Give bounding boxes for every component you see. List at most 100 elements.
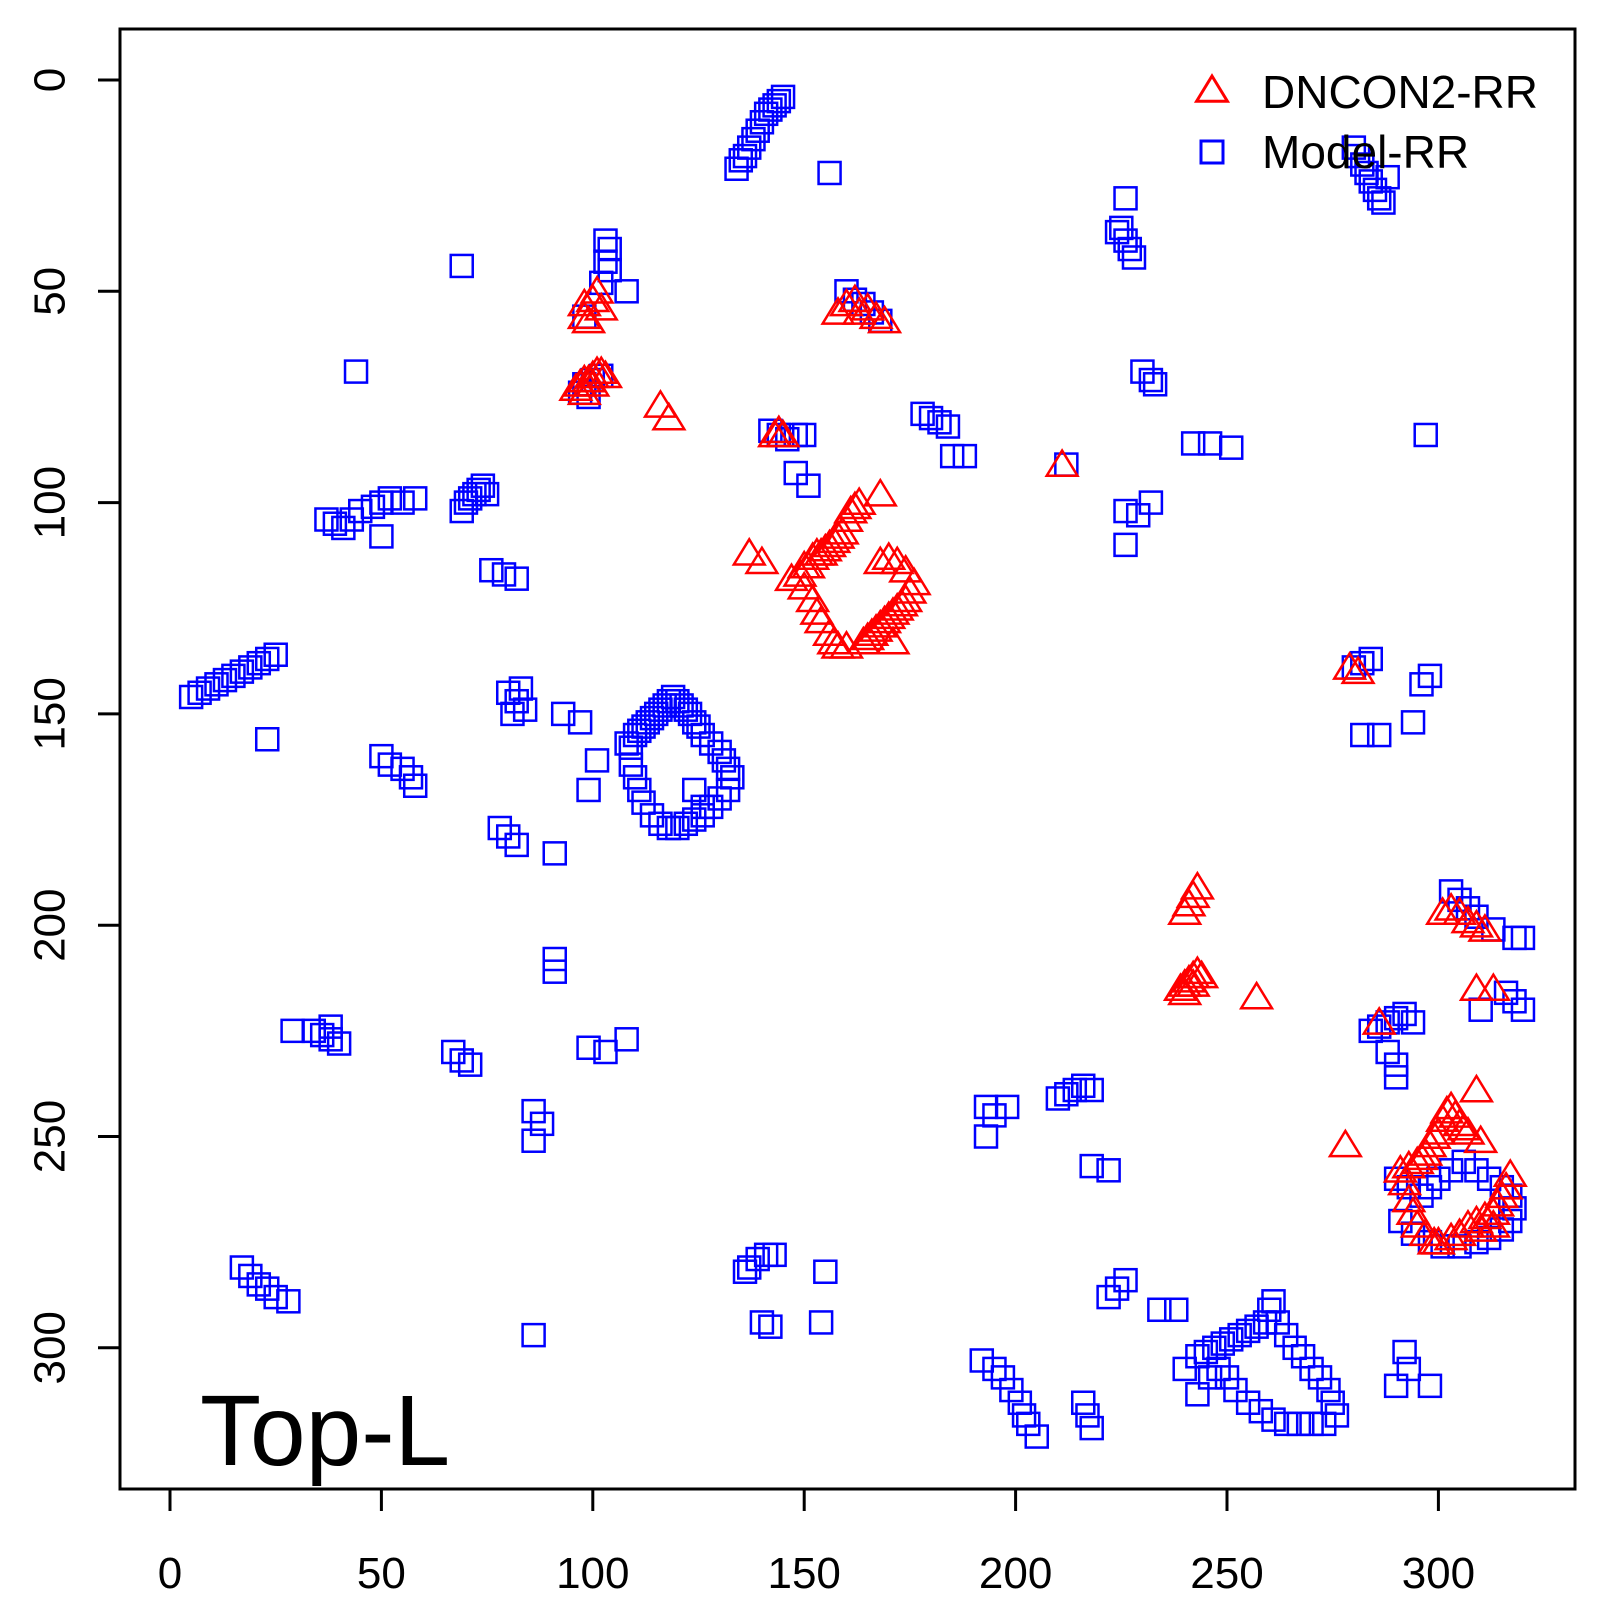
point-model-rr-191 — [229, 1255, 255, 1280]
point-model-rr-229 — [1227, 1322, 1252, 1348]
point-model-rr-80 — [390, 490, 415, 515]
point-model-rr-186 — [1062, 1077, 1088, 1103]
x-tick-label-50: 50 — [357, 1549, 406, 1598]
point-dncon2-rr-64 — [879, 591, 915, 621]
point-model-rr-144 — [648, 811, 673, 837]
point-dncon2-rr-82 — [1171, 963, 1207, 993]
point-model-rr-185 — [1054, 1081, 1079, 1107]
point-dncon2-rr-113 — [1450, 1115, 1486, 1145]
point-model-rr-227 — [1210, 1331, 1236, 1356]
point-dncon2-rr-73 — [875, 625, 911, 655]
x-tick-label-100: 100 — [556, 1549, 629, 1598]
point-model-rr-52 — [927, 410, 952, 435]
point-model-rr-292 — [1426, 1166, 1451, 1192]
point-model-rr-86 — [462, 481, 487, 507]
point-model-rr-206 — [808, 1310, 834, 1335]
point-dncon2-rr-26 — [866, 304, 903, 334]
point-dncon2-rr-94 — [1425, 896, 1461, 925]
y-tick-label-100: 100 — [26, 466, 75, 539]
point-model-rr-160 — [495, 824, 521, 849]
y-tick-label-0: 0 — [26, 68, 75, 92]
point-dncon2-rr-25 — [858, 300, 894, 330]
point-dncon2-rr-89 — [1433, 891, 1469, 921]
point-model-rr-114 — [622, 722, 648, 748]
point-model-rr-295 — [1464, 1158, 1489, 1183]
point-model-rr-159 — [487, 815, 513, 841]
plot-frame — [118, 27, 1577, 1491]
point-model-rr-222 — [1079, 1415, 1104, 1441]
legend-marker-model-rr — [1199, 139, 1225, 165]
point-model-rr-283 — [1392, 1001, 1417, 1027]
point-model-rr-244 — [1311, 1411, 1337, 1437]
point-dncon2-rr-27 — [820, 296, 856, 325]
point-model-rr-77 — [360, 494, 386, 520]
point-model-rr-241 — [1316, 1377, 1341, 1403]
point-model-rr-251 — [1223, 1377, 1248, 1403]
point-model-rr-190 — [1096, 1158, 1121, 1183]
point-model-rr-11 — [770, 84, 796, 110]
point-model-rr-18 — [1362, 177, 1388, 203]
point-dncon2-rr-5 — [583, 291, 619, 321]
point-model-rr-2 — [732, 143, 758, 169]
point-model-rr-74 — [331, 515, 356, 541]
point-model-rr-173 — [457, 1052, 483, 1077]
point-dncon2-rr-111 — [1441, 1107, 1478, 1137]
point-model-rr-219 — [1024, 1424, 1049, 1449]
point-model-rr-35 — [449, 253, 474, 279]
point-dncon2-rr-70 — [879, 545, 915, 575]
point-model-rr-276 — [1502, 989, 1527, 1014]
point-model-rr-23 — [1104, 219, 1130, 245]
point-model-rr-293 — [1438, 1158, 1464, 1183]
point-dncon2-rr-119 — [1399, 1208, 1435, 1238]
point-model-rr-263 — [1409, 672, 1434, 697]
point-model-rr-129 — [686, 714, 711, 739]
point-dncon2-rr-120 — [1408, 1217, 1444, 1247]
point-model-rr-256 — [1383, 1373, 1409, 1399]
point-model-rr-277 — [1510, 997, 1536, 1022]
point-dncon2-rr-132 — [1492, 1158, 1528, 1187]
point-model-rr-117 — [635, 710, 661, 735]
point-model-rr-166 — [309, 1022, 335, 1048]
point-model-rr-111 — [567, 710, 593, 735]
point-model-rr-150 — [618, 735, 644, 760]
point-model-rr-198 — [736, 1255, 762, 1280]
point-model-rr-243 — [1324, 1403, 1350, 1428]
point-model-rr-167 — [318, 1027, 343, 1052]
point-model-rr-153 — [682, 777, 707, 803]
point-model-rr-102 — [254, 646, 280, 672]
point-dncon2-rr-72 — [862, 545, 898, 575]
point-dncon2-rr-45 — [837, 490, 873, 520]
point-model-rr-70 — [1138, 490, 1164, 515]
point-model-rr-268 — [1438, 879, 1464, 904]
point-model-rr-118 — [639, 705, 665, 731]
point-model-rr-233 — [1257, 1297, 1282, 1323]
point-dncon2-rr-115 — [1463, 1124, 1499, 1154]
point-model-rr-239 — [1299, 1356, 1324, 1382]
point-dncon2-rr-24 — [849, 291, 886, 321]
y-tick-label-200: 200 — [26, 888, 75, 961]
point-model-rr-194 — [254, 1276, 280, 1301]
point-model-rr-13 — [1341, 135, 1367, 160]
point-model-rr-273 — [1502, 925, 1527, 951]
point-dncon2-rr-75 — [1340, 655, 1376, 685]
point-model-rr-125 — [669, 693, 694, 718]
point-model-rr-51 — [918, 405, 944, 431]
point-model-rr-175 — [593, 1039, 618, 1065]
point-model-rr-146 — [631, 790, 656, 815]
x-tick-label-200: 200 — [979, 1549, 1052, 1598]
point-model-rr-177 — [521, 1098, 546, 1124]
point-dncon2-rr-21 — [828, 287, 865, 317]
point-model-rr-66 — [1413, 422, 1438, 448]
point-model-rr-270 — [1455, 896, 1481, 921]
point-dncon2-rr-98 — [1327, 1128, 1364, 1158]
point-model-rr-199 — [745, 1246, 770, 1272]
point-model-rr-187 — [1070, 1073, 1096, 1099]
point-model-rr-267 — [1366, 722, 1392, 748]
legend-label-model-rr: Model-RR — [1262, 126, 1469, 178]
point-model-rr-202 — [813, 1259, 838, 1284]
point-model-rr-274 — [1510, 925, 1536, 951]
point-model-rr-88 — [470, 473, 496, 498]
point-model-rr-181 — [982, 1103, 1007, 1128]
x-tick-label-0: 0 — [158, 1549, 182, 1598]
